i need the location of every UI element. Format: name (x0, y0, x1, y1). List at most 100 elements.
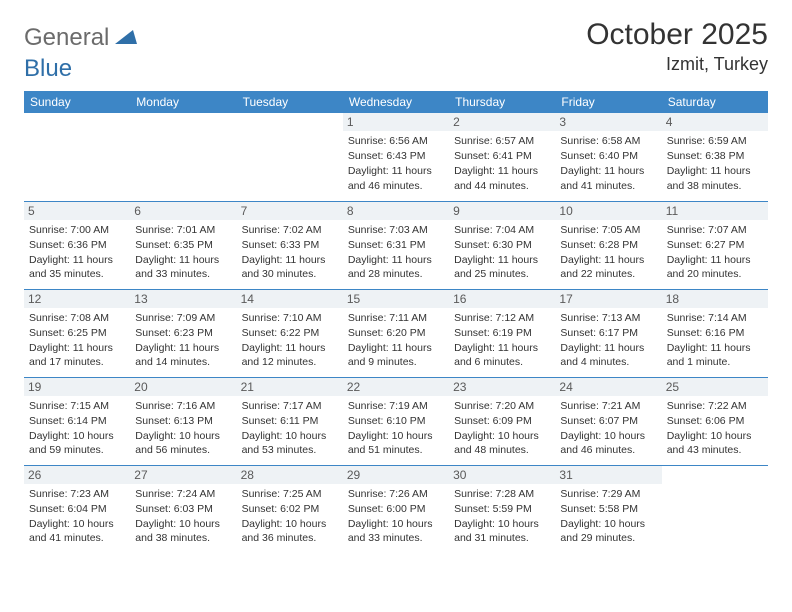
day-info: Sunrise: 7:12 AMSunset: 6:19 PMDaylight:… (454, 311, 550, 370)
daylight: Daylight: 11 hours and 6 minutes. (454, 341, 550, 369)
calendar-cell: 15 Sunrise: 7:11 AMSunset: 6:20 PMDayligh… (343, 289, 449, 377)
sunrise: Sunrise: 7:23 AM (29, 487, 125, 501)
day-info: Sunrise: 7:05 AMSunset: 6:28 PMDaylight:… (560, 223, 656, 282)
sunset: Sunset: 6:13 PM (135, 414, 231, 428)
calendar-row: 12Sunrise: 7:08 AMSunset: 6:25 PMDayligh… (24, 289, 768, 377)
calendar-cell: 2Sunrise: 6:57 AMSunset: 6:41 PMDaylight… (449, 113, 555, 201)
weekday-header: Friday (555, 91, 661, 113)
day-info: Sunrise: 7:16 AMSunset: 6:13 PMDaylight:… (135, 399, 231, 458)
day-number: 6 (130, 202, 236, 220)
daylight: Daylight: 10 hours and 31 minutes. (454, 517, 550, 545)
daylight: Daylight: 10 hours and 29 minutes. (560, 517, 656, 545)
day-info: Sunrise: 7:03 AMSunset: 6:31 PMDaylight:… (348, 223, 444, 282)
sunrise: Sunrise: 7:13 AM (560, 311, 656, 325)
day-number: 22 (343, 378, 449, 396)
day-info: Sunrise: 7:01 AMSunset: 6:35 PMDaylight:… (135, 223, 231, 282)
calendar-cell: 6 Sunrise: 7:01 AMSunset: 6:35 PMDaylight… (130, 201, 236, 289)
day-number: 1 (343, 113, 449, 131)
sunset: Sunset: 6:04 PM (29, 502, 125, 516)
sunset: Sunset: 6:02 PM (242, 502, 338, 516)
day-number: 17 (555, 290, 661, 308)
weekday-header: Tuesday (237, 91, 343, 113)
day-info: Sunrise: 7:04 AMSunset: 6:30 PMDaylight:… (454, 223, 550, 282)
logo-triangle-icon (115, 28, 137, 49)
daylight: Daylight: 10 hours and 41 minutes. (29, 517, 125, 545)
sunrise: Sunrise: 7:29 AM (560, 487, 656, 501)
day-info: Sunrise: 7:21 AMSunset: 6:07 PMDaylight:… (560, 399, 656, 458)
sunrise: Sunrise: 6:59 AM (667, 134, 763, 148)
calendar-cell: 27Sunrise: 7:24 AMSunset: 6:03 PMDayligh… (130, 465, 236, 553)
day-number: 9 (449, 202, 555, 220)
logo-text-blue: Blue (24, 55, 768, 83)
calendar-cell: 10 Sunrise: 7:05 AMSunset: 6:28 PMDayligh… (555, 201, 661, 289)
calendar-cell: 23Sunrise: 7:20 AMSunset: 6:09 PMDayligh… (449, 377, 555, 465)
day-number: 21 (237, 378, 343, 396)
sunset: Sunset: 6:25 PM (29, 326, 125, 340)
sunset: Sunset: 6:00 PM (348, 502, 444, 516)
sunrise: Sunrise: 7:03 AM (348, 223, 444, 237)
day-number: 15 (343, 290, 449, 308)
calendar-row: 26Sunrise: 7:23 AMSunset: 6:04 PMDayligh… (24, 465, 768, 553)
sunrise: Sunrise: 7:21 AM (560, 399, 656, 413)
calendar-cell: 16Sunrise: 7:12 AMSunset: 6:19 PMDayligh… (449, 289, 555, 377)
calendar-cell: 11Sunrise: 7:07 AMSunset: 6:27 PMDayligh… (662, 201, 768, 289)
sunset: Sunset: 6:35 PM (135, 238, 231, 252)
daylight: Daylight: 11 hours and 35 minutes. (29, 253, 125, 281)
day-info: Sunrise: 7:23 AMSunset: 6:04 PMDaylight:… (29, 487, 125, 546)
day-number: 5 (24, 202, 130, 220)
daylight: Daylight: 11 hours and 9 minutes. (348, 341, 444, 369)
daylight: Daylight: 11 hours and 17 minutes. (29, 341, 125, 369)
calendar-cell: 1Sunrise: 6:56 AMSunset: 6:43 PMDaylight… (343, 113, 449, 201)
calendar-cell: 17 Sunrise: 7:13 AMSunset: 6:17 PMDayligh… (555, 289, 661, 377)
calendar-cell: 26Sunrise: 7:23 AMSunset: 6:04 PMDayligh… (24, 465, 130, 553)
sunrise: Sunrise: 7:02 AM (242, 223, 338, 237)
sunrise: Sunrise: 7:15 AM (29, 399, 125, 413)
sunset: Sunset: 6:27 PM (667, 238, 763, 252)
day-info: Sunrise: 7:20 AMSunset: 6:09 PMDaylight:… (454, 399, 550, 458)
calendar-cell: . (24, 113, 130, 201)
sunrise: Sunrise: 7:00 AM (29, 223, 125, 237)
calendar-cell: . (130, 113, 236, 201)
sunrise: Sunrise: 7:10 AM (242, 311, 338, 325)
day-info: Sunrise: 7:29 AMSunset: 5:58 PMDaylight:… (560, 487, 656, 546)
day-info: Sunrise: 7:13 AMSunset: 6:17 PMDaylight:… (560, 311, 656, 370)
day-number: 10 (555, 202, 661, 220)
day-info: Sunrise: 7:09 AMSunset: 6:23 PMDaylight:… (135, 311, 231, 370)
day-info: Sunrise: 7:17 AMSunset: 6:11 PMDaylight:… (242, 399, 338, 458)
day-info: Sunrise: 7:28 AMSunset: 5:59 PMDaylight:… (454, 487, 550, 546)
calendar-cell: 7Sunrise: 7:02 AMSunset: 6:33 PMDaylight… (237, 201, 343, 289)
daylight: Daylight: 10 hours and 33 minutes. (348, 517, 444, 545)
sunset: Sunset: 6:20 PM (348, 326, 444, 340)
sunrise: Sunrise: 7:09 AM (135, 311, 231, 325)
day-number: 11 (662, 202, 768, 220)
daylight: Daylight: 11 hours and 20 minutes. (667, 253, 763, 281)
daylight: Daylight: 10 hours and 56 minutes. (135, 429, 231, 457)
calendar-cell: 13Sunrise: 7:09 AMSunset: 6:23 PMDayligh… (130, 289, 236, 377)
daylight: Daylight: 11 hours and 14 minutes. (135, 341, 231, 369)
day-info: Sunrise: 7:11 AMSunset: 6:20 PMDaylight:… (348, 311, 444, 370)
sunrise: Sunrise: 7:01 AM (135, 223, 231, 237)
day-number: 28 (237, 466, 343, 484)
day-info: Sunrise: 7:24 AMSunset: 6:03 PMDaylight:… (135, 487, 231, 546)
day-info: Sunrise: 6:57 AMSunset: 6:41 PMDaylight:… (454, 134, 550, 193)
sunrise: Sunrise: 7:04 AM (454, 223, 550, 237)
sunset: Sunset: 6:09 PM (454, 414, 550, 428)
sunrise: Sunrise: 7:16 AM (135, 399, 231, 413)
sunset: Sunset: 6:36 PM (29, 238, 125, 252)
sunrise: Sunrise: 7:20 AM (454, 399, 550, 413)
daylight: Daylight: 11 hours and 28 minutes. (348, 253, 444, 281)
sunrise: Sunrise: 7:12 AM (454, 311, 550, 325)
sunset: Sunset: 6:06 PM (667, 414, 763, 428)
calendar-cell: 25Sunrise: 7:22 AMSunset: 6:06 PMDayligh… (662, 377, 768, 465)
day-info: Sunrise: 7:14 AMSunset: 6:16 PMDaylight:… (667, 311, 763, 370)
sunrise: Sunrise: 6:58 AM (560, 134, 656, 148)
sunset: Sunset: 6:31 PM (348, 238, 444, 252)
day-number: 20 (130, 378, 236, 396)
daylight: Daylight: 11 hours and 38 minutes. (667, 164, 763, 192)
calendar-cell: 4Sunrise: 6:59 AMSunset: 6:38 PMDaylight… (662, 113, 768, 201)
day-info: Sunrise: 6:58 AMSunset: 6:40 PMDaylight:… (560, 134, 656, 193)
calendar-table: SundayMondayTuesdayWednesdayThursdayFrid… (24, 91, 768, 553)
weekday-header: Sunday (24, 91, 130, 113)
weekday-header: Monday (130, 91, 236, 113)
sunset: Sunset: 6:03 PM (135, 502, 231, 516)
